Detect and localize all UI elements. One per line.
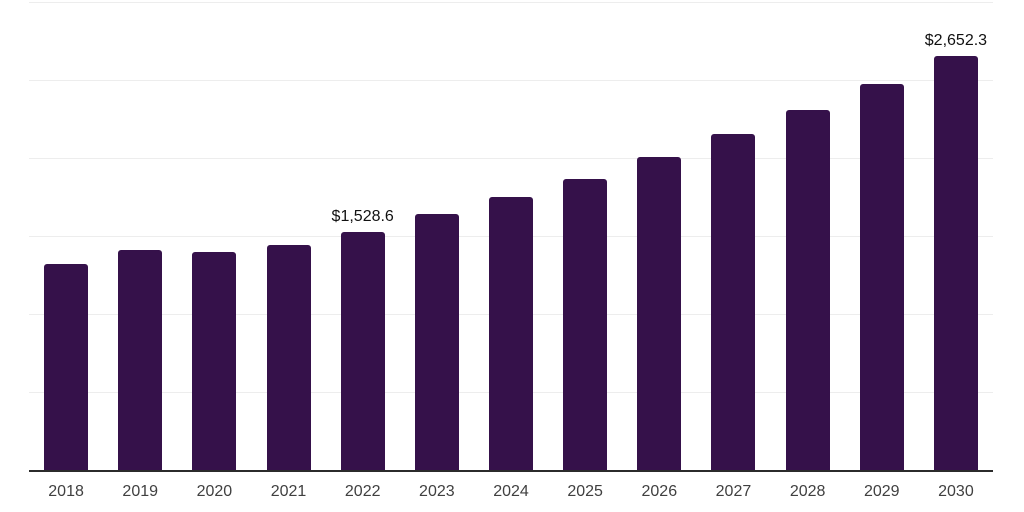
bar-2019 (118, 249, 163, 470)
x-tick-2026: 2026 (641, 483, 678, 500)
bar-2030 (933, 56, 978, 470)
bar-2024 (489, 196, 533, 470)
data-label-2022: $1,528.6 (331, 207, 394, 225)
x-tick-2027: 2027 (715, 483, 752, 500)
x-tick-2025: 2025 (567, 483, 603, 500)
x-tick-2028: 2028 (789, 483, 826, 500)
bar-2022 (340, 231, 385, 470)
gridline (29, 2, 993, 3)
bar-2018 (44, 263, 89, 470)
x-tick-2022: 2022 (344, 483, 381, 500)
x-tick-2024: 2024 (493, 483, 529, 500)
bar-2028 (785, 110, 830, 470)
bar-2023 (414, 214, 459, 470)
x-tick-2029: 2029 (863, 483, 900, 500)
bar-2020 (192, 252, 237, 470)
x-tick-2020: 2020 (196, 483, 233, 500)
x-axis: 2018 2019 2020 2021 2022 2023 2024 2025 2026 2027… (29, 482, 993, 504)
data-label-2030: $2,652.3 (924, 32, 988, 50)
bar-2026 (637, 157, 682, 470)
bar-2029 (859, 84, 904, 470)
bar-2025 (563, 179, 608, 470)
x-tick-2023: 2023 (419, 483, 455, 500)
bar-2021 (266, 245, 311, 470)
x-tick-2019: 2019 (122, 483, 159, 500)
gridline (29, 80, 993, 81)
x-tick-2021: 2021 (270, 483, 307, 500)
gridline (29, 158, 993, 159)
x-tick-2030: 2030 (938, 483, 974, 500)
bar-2027 (711, 134, 756, 470)
plot-area: $1,528.6 $2,652.3 (29, 2, 993, 472)
x-tick-2018: 2018 (48, 483, 84, 500)
